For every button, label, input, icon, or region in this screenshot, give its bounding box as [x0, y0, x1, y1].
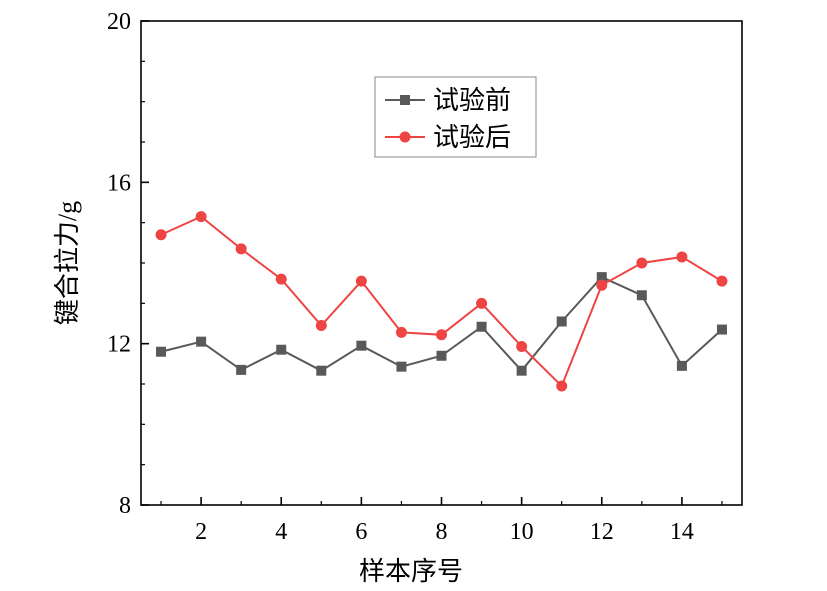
data-point-series-1 — [276, 344, 287, 355]
data-point-series-1 — [236, 364, 247, 375]
data-point-series-1 — [596, 272, 607, 283]
legend-marker-1 — [400, 95, 410, 105]
data-point-series-2 — [476, 297, 488, 309]
data-point-series-1 — [516, 365, 527, 376]
y-tick-label: 8 — [119, 493, 131, 519]
x-tick-label: 8 — [436, 519, 448, 545]
data-point-series-1 — [196, 336, 207, 347]
legend-box — [374, 76, 537, 158]
legend-label-1: 试验前 — [433, 86, 511, 115]
y-tick-label: 20 — [107, 9, 131, 35]
y-axis: 8 12 16 20 — [107, 9, 149, 519]
data-point-series-2 — [355, 275, 367, 287]
data-point-series-2 — [636, 257, 648, 269]
data-point-series-2 — [436, 329, 447, 341]
x-tick-label: 12 — [590, 519, 614, 545]
data-point-series-1 — [436, 350, 447, 361]
data-point-series-2 — [395, 326, 407, 338]
legend-label-2: 试验后 — [433, 123, 511, 152]
data-point-series-1 — [156, 346, 167, 357]
data-point-series-2 — [596, 279, 608, 291]
data-point-series-1 — [636, 290, 647, 301]
data-point-series-2 — [716, 275, 728, 287]
data-point-series-2 — [155, 229, 167, 241]
data-point-series-2 — [235, 243, 247, 255]
y-tick-label: 16 — [107, 170, 131, 196]
data-point-series-1 — [716, 324, 727, 335]
data-point-series-1 — [316, 365, 327, 376]
legend-marker-2 — [399, 131, 411, 143]
data-point-series-1 — [676, 360, 687, 371]
series-layer — [155, 211, 728, 392]
x-tick-label: 4 — [275, 519, 287, 545]
x-axis-label: 样本序号 — [359, 557, 463, 586]
y-axis-label: 键合拉力/g — [53, 201, 82, 325]
x-tick-label: 2 — [195, 519, 207, 545]
x-tick-label: 14 — [670, 519, 694, 545]
data-point-series-2 — [676, 251, 688, 263]
data-point-series-1 — [356, 340, 367, 351]
data-point-series-2 — [556, 380, 568, 392]
x-tick-label: 6 — [355, 519, 367, 545]
x-axis: 2 4 6 8 10 12 14 — [160, 497, 723, 545]
y-tick-label: 12 — [107, 332, 131, 358]
data-point-series-2 — [195, 211, 207, 223]
data-point-series-1 — [476, 321, 487, 332]
data-point-series-2 — [315, 320, 327, 332]
data-point-series-1 — [556, 316, 567, 327]
data-point-series-2 — [516, 340, 528, 352]
x-tick-label: 10 — [510, 519, 534, 545]
data-point-series-2 — [275, 273, 287, 285]
data-point-series-1 — [396, 361, 407, 372]
